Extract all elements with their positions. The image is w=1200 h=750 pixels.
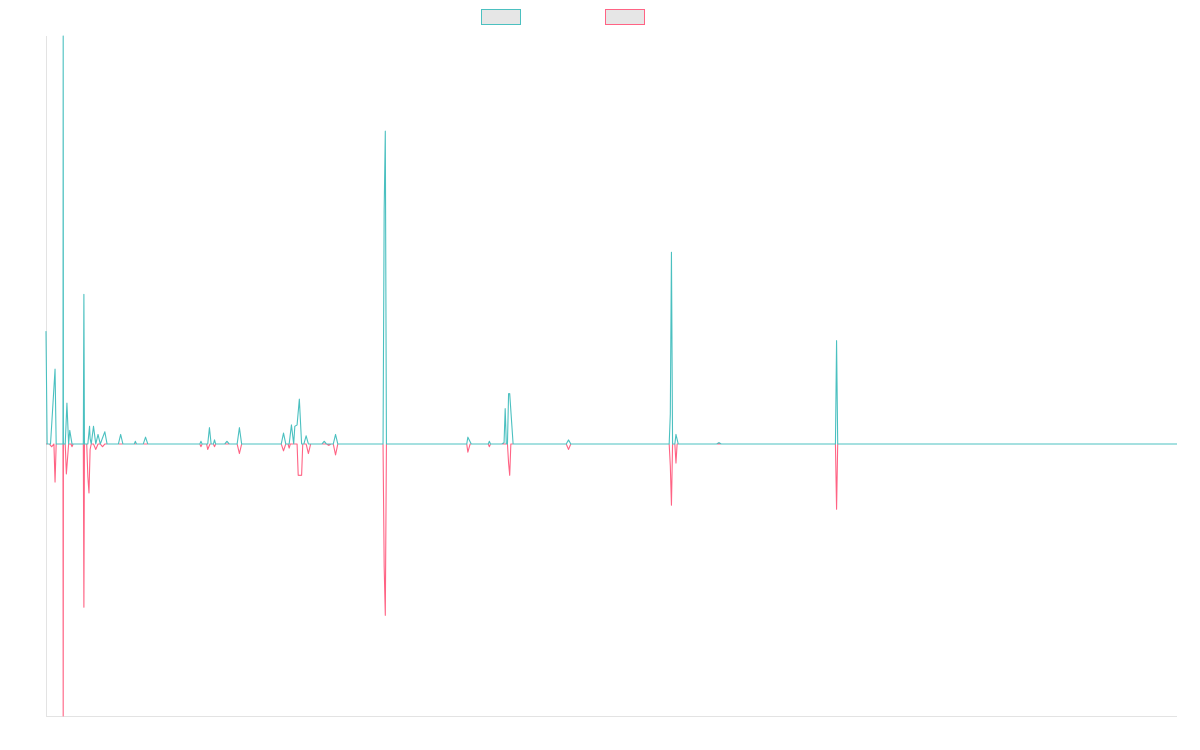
series-2-line bbox=[46, 443, 1177, 717]
legend-swatch-series-1[interactable] bbox=[481, 9, 521, 25]
series-1-line bbox=[45, 35, 1177, 445]
series-layer bbox=[45, 35, 1177, 717]
legend-swatch-series-2[interactable] bbox=[605, 9, 645, 25]
legend bbox=[0, 0, 1200, 34]
